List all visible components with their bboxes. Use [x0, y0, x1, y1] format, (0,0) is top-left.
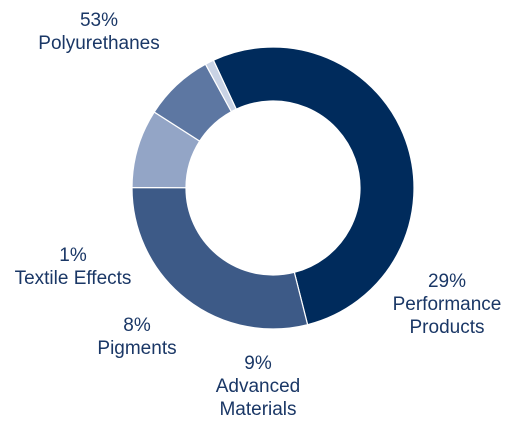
label-performance-products-name-line-1: Performance [392, 294, 502, 315]
label-advanced-materials-percent: 9% [244, 353, 272, 374]
label-polyurethanes-percent: 53% [79, 10, 119, 31]
label-pigments: 8% Pigments [78, 314, 196, 360]
label-textile-effects-percent: 1% [59, 245, 87, 266]
label-performance-products-percent: 29% [427, 271, 467, 292]
label-performance-products: 29% Performance Products [388, 270, 506, 339]
slice-polyurethanes [212, 46, 415, 326]
label-textile-effects-name: Textile Effects [14, 268, 132, 289]
donut-slices [131, 46, 415, 330]
label-polyurethanes-name: Polyurethanes [38, 33, 160, 54]
label-advanced-materials: 9% Advanced Materials [206, 352, 310, 421]
slice-performance-products [131, 186, 309, 330]
label-advanced-materials-name-line-2: Materials [219, 399, 297, 420]
label-textile-effects: 1% Textile Effects [4, 244, 142, 290]
label-pigments-percent: 8% [123, 315, 151, 336]
label-performance-products-name-line-2: Products [409, 317, 485, 338]
label-pigments-name: Pigments [97, 338, 177, 359]
slice-textile-effects [204, 59, 238, 113]
label-polyurethanes: 53% Polyurethanes [30, 9, 168, 55]
label-advanced-materials-name-line-1: Advanced [215, 376, 301, 397]
